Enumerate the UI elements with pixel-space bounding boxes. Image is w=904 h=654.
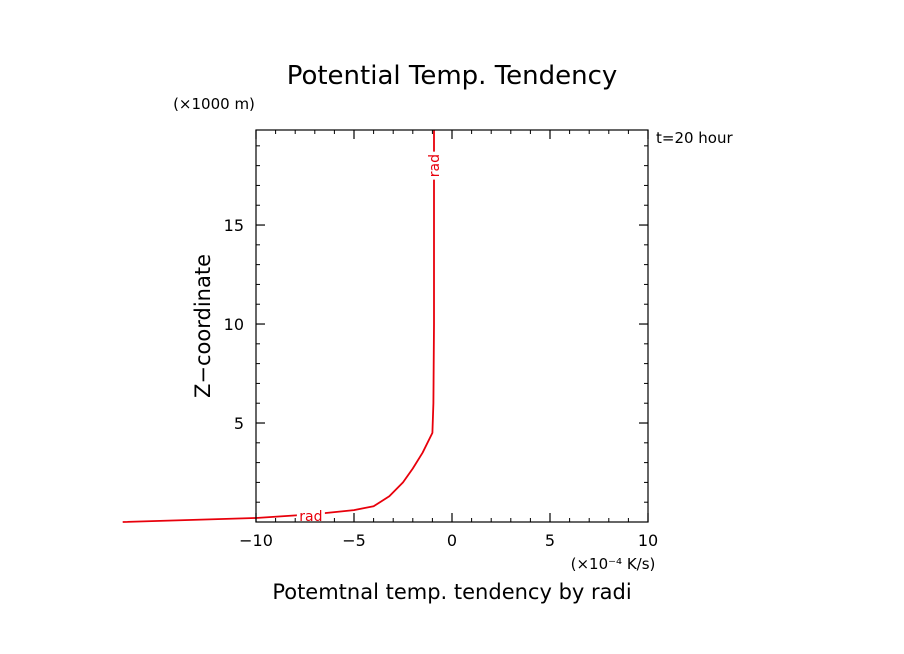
- x-axis-label: Potemtnal temp. tendency by radi: [272, 580, 631, 604]
- y-axis-units: (×1000 m): [173, 95, 255, 113]
- axis-ticks: [255, 130, 649, 522]
- line-label-group: rad: [296, 507, 325, 525]
- x-tick-label: 0: [447, 531, 457, 550]
- chart-title: Potential Temp. Tendency: [287, 61, 618, 91]
- y-tick-label: 15: [224, 216, 244, 235]
- line-label: rad: [427, 154, 443, 177]
- line-labels-group: rad rad: [296, 151, 443, 525]
- x-tick-label: −5: [342, 531, 366, 550]
- line-label-group: rad: [425, 151, 443, 180]
- x-tick-label: 10: [638, 531, 658, 550]
- tick-labels: −10 −5 0 5 10 5 10 15: [224, 216, 659, 550]
- line-label: rad: [299, 509, 322, 525]
- y-tick-label: 10: [224, 315, 244, 334]
- line-label-mask: [425, 151, 442, 180]
- x-tick-label: 5: [545, 531, 555, 550]
- y-axis-label: Z−coordinate: [191, 254, 215, 398]
- line-label-mask: [296, 507, 325, 524]
- series-line-rad: [122, 130, 435, 523]
- time-annotation: t=20 hour: [656, 129, 733, 147]
- plot-frame: [255, 129, 649, 523]
- y-tick-label: 5: [234, 414, 244, 433]
- x-tick-label: −10: [239, 531, 273, 550]
- series-group: [122, 130, 435, 523]
- x-axis-units: (×10⁻⁴ K/s): [571, 555, 656, 573]
